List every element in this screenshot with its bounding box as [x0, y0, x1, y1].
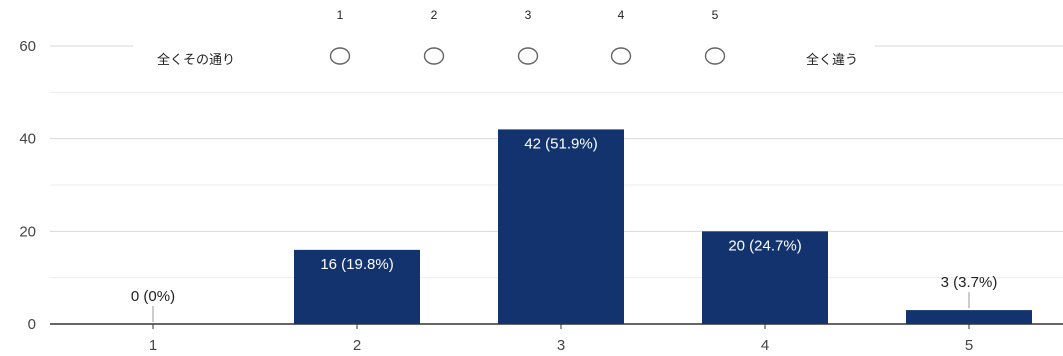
y-tick-label: 60 [19, 38, 36, 55]
scale-number: 4 [618, 8, 625, 22]
scale-overlay-background [133, 30, 875, 82]
bar [906, 310, 1032, 324]
rating-scale-overlay: 全くその通り 全く違う 1 2 3 4 5 [133, 8, 875, 82]
y-axis-ticks: 0 20 40 60 [19, 38, 36, 333]
scale-number: 3 [525, 8, 532, 22]
data-label: 20 (24.7%) [728, 237, 801, 254]
radio-option-icon[interactable] [517, 47, 539, 65]
x-tick-label: 5 [965, 337, 973, 354]
y-tick-label: 0 [28, 316, 36, 333]
x-tick-label: 4 [761, 337, 769, 354]
radio-option-icon[interactable] [329, 47, 351, 65]
data-label: 0 (0%) [131, 288, 175, 305]
x-tick-label: 2 [353, 337, 361, 354]
radio-option-icon[interactable] [610, 47, 632, 65]
x-tick-label: 3 [557, 337, 565, 354]
scale-number: 5 [712, 8, 719, 22]
bar [498, 129, 624, 324]
scale-left-label: 全くその通り [157, 52, 235, 68]
data-label: 42 (51.9%) [524, 135, 597, 152]
x-tick-label: 1 [149, 337, 157, 354]
data-label: 16 (19.8%) [320, 256, 393, 273]
scale-number: 2 [431, 8, 438, 22]
y-tick-label: 20 [19, 223, 36, 240]
radio-option-icon[interactable] [704, 47, 726, 65]
y-tick-label: 40 [19, 131, 36, 148]
data-label: 3 (3.7%) [941, 274, 998, 291]
scale-right-label: 全く違う [806, 52, 858, 68]
radio-option-icon[interactable] [423, 47, 445, 65]
bar [702, 231, 828, 324]
bars [294, 129, 1032, 324]
bar-data-labels: 0 (0%) 16 (19.8%) 42 (51.9%) 20 (24.7%) 3 (3… [131, 135, 997, 322]
scale-number: 1 [337, 8, 344, 22]
bar [294, 249, 420, 324]
x-axis-ticks: 1 2 3 4 5 [149, 324, 973, 354]
